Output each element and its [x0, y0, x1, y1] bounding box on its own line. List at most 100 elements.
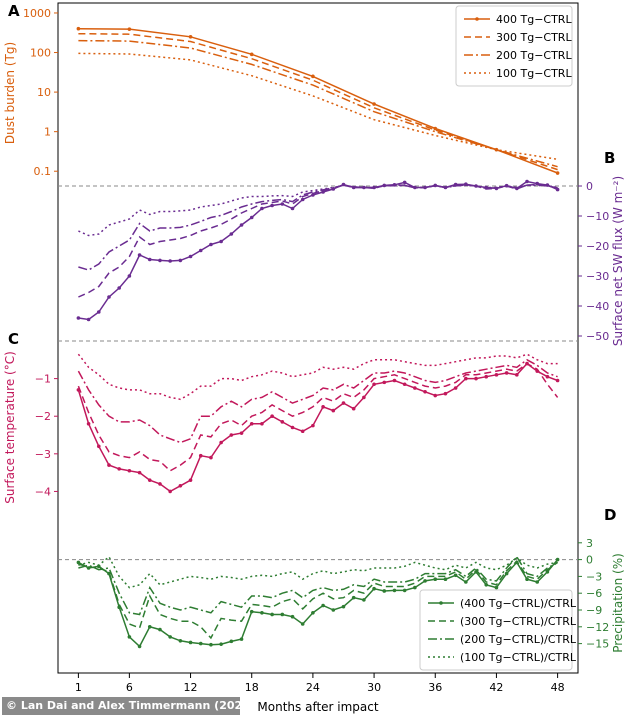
panel-a-legend-marker	[475, 17, 479, 21]
panel-c-ytick-label: −3	[35, 448, 51, 461]
panel-d-ytick-label: −3	[586, 570, 602, 583]
panel-c-point	[198, 453, 203, 458]
panel-a-legend-box	[455, 5, 573, 87]
panel-d-legend: (400 Tg−CTRL)/CTRL (300 Tg−CTRL)/CTRL (200…	[419, 589, 577, 671]
panel-b-point	[362, 185, 366, 190]
panel-d-legend-label: (400 Tg−CTRL)/CTRL	[460, 597, 577, 610]
panel-d-point	[351, 595, 356, 600]
panel-d-legend-marker	[439, 601, 443, 605]
panel-b-point	[239, 223, 244, 227]
panel-a-point	[433, 126, 438, 131]
panel-c-point	[341, 401, 346, 405]
panel-d-point	[484, 583, 489, 587]
panel-d-ytick-label: 0	[586, 554, 593, 567]
panel-d-point	[260, 611, 264, 615]
panel-d-ytick-label: 3	[586, 537, 593, 550]
panel-a-ytick-label: 1000	[23, 7, 51, 20]
panel-d-point	[311, 611, 315, 615]
panel-b-series-300-tg-ctrl	[78, 183, 558, 298]
panel-d-point	[413, 585, 417, 590]
panel-b-point	[555, 187, 560, 192]
panel-d-point	[535, 580, 540, 584]
panel-b-point	[198, 248, 203, 253]
panel-b-ytick-label: −20	[586, 240, 609, 253]
panel-d-legend-label: (200 Tg−CTRL)/CTRL	[460, 633, 577, 646]
panel-b-point	[96, 310, 101, 314]
panel-c-point	[219, 440, 223, 445]
panel-d-point	[229, 639, 234, 644]
panel-c-point	[321, 405, 325, 409]
panel-c-ytick-label: −2	[35, 410, 51, 423]
panel-d-point	[331, 608, 336, 612]
panel-d-point	[219, 642, 223, 646]
panel-d-point	[188, 640, 193, 645]
panel-d-point	[494, 585, 499, 590]
panel-a-legend: 400 Tg−CTRL 300 Tg−CTRL 200 Tg−CTRL 100 Tg−…	[455, 5, 573, 87]
panel-c-point	[351, 406, 356, 411]
axes	[54, 12, 582, 678]
panel-d-point	[178, 639, 183, 643]
panel-d-point	[76, 560, 81, 565]
panel-d-point	[362, 598, 366, 602]
panel-a-ytick-label: 1	[44, 126, 51, 139]
panel-b-ylabel: Surface net SW flux (W m⁻²)	[611, 176, 625, 346]
panel-c-point	[372, 382, 376, 387]
panel-d-point	[443, 577, 448, 581]
panel-d-point	[341, 604, 346, 609]
x-tick-label: 30	[367, 681, 381, 694]
panel-d-point	[198, 641, 203, 646]
panel-b-ytick-label: −30	[586, 270, 609, 283]
panel-d-legend-label: (100 Tg−CTRL)/CTRL	[460, 651, 577, 664]
panel-c-series-200-tg-ctrl	[77, 358, 558, 444]
panel-d-point	[137, 644, 142, 649]
panel-c-point	[504, 371, 509, 375]
panel-c-point	[545, 374, 550, 379]
panel-c-point	[423, 389, 427, 394]
panel-d-point	[209, 642, 213, 647]
panel-a-series-300-tg-ctrl	[78, 32, 558, 171]
panel-a-series-100-tg-ctrl	[78, 52, 558, 161]
x-tick-label: 48	[551, 681, 565, 694]
panel-a-legend-label: 300 Tg−CTRL	[496, 31, 572, 44]
panel-b-point	[168, 259, 172, 263]
panel-d-point	[158, 627, 162, 632]
panel-b-ytick-label: −10	[586, 210, 609, 223]
panel-a-ytick-label: 0.1	[34, 165, 52, 178]
panel-a-point	[76, 26, 81, 31]
panel-c-point	[382, 380, 387, 385]
panel-b-point	[402, 180, 407, 185]
panel-d-point	[433, 577, 438, 581]
panel-d-point	[280, 612, 285, 617]
panel-d-point	[382, 589, 387, 593]
panel-a-letter: A	[8, 2, 20, 20]
panel-c-point	[249, 421, 254, 426]
panel-c-ylabel: Surface temperature (°C)	[3, 351, 17, 504]
x-tick-label: 6	[126, 681, 133, 694]
panel-d-point	[127, 635, 132, 639]
panel-c-series-300-tg-ctrl	[77, 362, 559, 472]
panel-b-point	[117, 286, 121, 290]
panel-a-point	[127, 27, 132, 31]
panel-c-point	[137, 470, 142, 475]
panel-d-ytick-label: −6	[586, 587, 602, 600]
panel-a-point	[188, 34, 193, 39]
panel-d-point	[464, 580, 468, 584]
panel-d-ylabel: Precipitation (%)	[611, 553, 625, 653]
panel-a-legend-label: 100 Tg−CTRL	[496, 67, 572, 80]
panel-c-ytick-label: −4	[35, 485, 51, 498]
panel-b-point	[535, 181, 540, 186]
panel-b-point	[525, 179, 529, 184]
panel-c-point	[443, 391, 448, 396]
panel-c-point	[158, 482, 162, 486]
panel-b-ytick-label: 0	[586, 180, 593, 193]
panel-d-series-100-tg-ctrl-ctrl	[78, 555, 558, 589]
panel-b-point	[219, 239, 223, 244]
panel-c-point	[117, 467, 121, 471]
panel-a-legend-label: 400 Tg−CTRL	[496, 13, 572, 26]
panel-c-point	[280, 420, 285, 424]
panel-c-point	[260, 421, 264, 426]
panel-c-point	[229, 433, 234, 437]
panel-b-point	[300, 197, 305, 202]
panel-d-point	[372, 586, 376, 591]
panel-c-point	[300, 429, 305, 434]
